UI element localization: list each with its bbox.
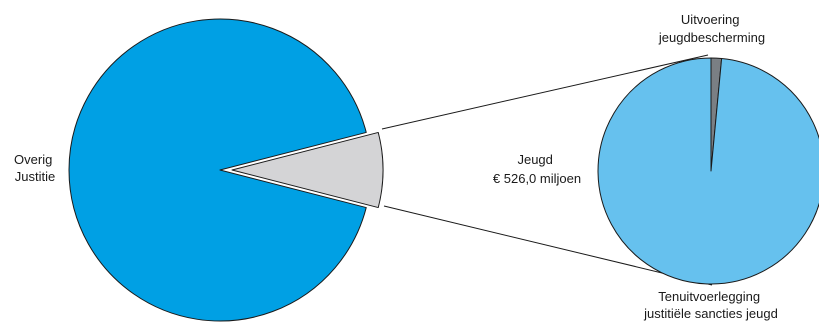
detail-pie	[597, 57, 819, 285]
pie-slice-overig-justitie	[68, 18, 367, 322]
slice-label-tenuitvoerlegging: Tenuitvoerlegging justitiële sancties je…	[643, 289, 778, 321]
main-pie	[68, 18, 384, 322]
slice-label-overig-justitie: Overig Justitie	[14, 152, 56, 184]
slice-label-uitvoering-jeugdbescherming: Uitvoering jeugdbescherming	[658, 12, 765, 45]
connector-line-top	[381, 54, 709, 130]
pie-slice-tenuitvoerlegging-justitiele-sancties-jeugd	[597, 57, 819, 285]
connector-line-bottom	[383, 205, 713, 286]
pie-slice-jeugd-526-0-miljoen	[231, 131, 384, 209]
slice-label-jeugd: Jeugd € 526,0 miljoen	[493, 152, 581, 186]
